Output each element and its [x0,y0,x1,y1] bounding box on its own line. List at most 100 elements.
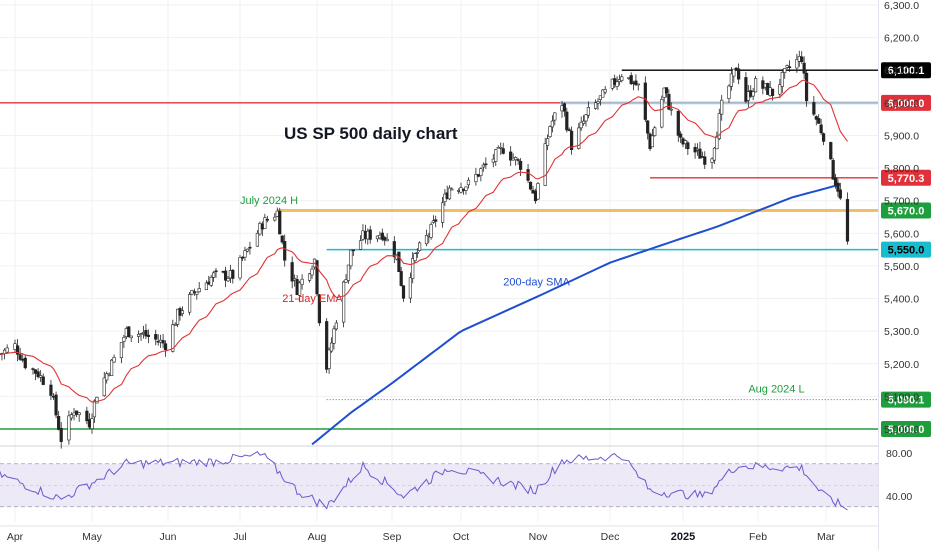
candle-body [87,419,92,428]
candle-body [243,250,247,258]
candle-body [780,72,784,87]
candle-body [514,156,518,161]
time-tick-label: Jun [160,531,177,543]
candle-body [95,396,99,404]
rsi-tick-label: 80.00 [886,448,912,460]
candle-body [92,400,97,418]
candle-body [710,158,714,163]
candle-body [778,84,782,95]
candle-body [528,181,533,190]
candle-body [434,219,438,222]
candle-body [248,246,252,249]
candle-body [829,142,833,160]
candle-body [679,133,683,138]
sma-200-path [311,183,841,446]
candle-body [231,269,235,279]
candlesticks [0,50,850,449]
candle-body [273,216,277,221]
candle-body [804,72,809,102]
candle-body [845,199,850,242]
candle-body [519,160,523,170]
candle-body [753,78,758,93]
candle-body [727,85,731,99]
candle-body [795,59,799,69]
candle-body [664,87,669,94]
level-badge [881,421,931,437]
price-tick-label: 5,200.0 [884,359,919,371]
candle-body [417,242,422,251]
annotation-label: 200-day SMA [503,276,570,288]
candle-body [836,182,840,192]
candle-body [67,415,71,441]
candle-body [683,140,688,144]
candle-body [329,342,334,352]
candle-body [729,73,733,87]
time-tick-label: Aug [308,531,327,543]
candle-body [173,324,177,326]
candle-body [603,89,607,93]
candle-body [620,76,624,81]
candle-body [33,369,38,374]
candle-body [447,187,452,200]
sma-200-line [311,183,841,446]
price-tick-label: 5,900.0 [884,130,919,142]
candle-body [634,80,638,86]
candle-body [415,252,419,254]
level-badge-label: 5,670.0 [888,205,925,217]
candle-body [300,278,304,285]
candle-body [358,240,363,250]
candle-body [411,258,415,279]
rsi-panel [0,451,878,511]
candle-body [163,343,168,351]
candle-body [812,102,816,115]
level-badge-label: 6,000.0 [888,98,925,110]
candle-body [751,91,755,97]
level-badge [881,202,931,219]
candle-body [325,321,329,370]
candle-body [501,148,505,154]
candle-body [429,224,433,238]
candle-body [21,358,25,361]
price-tick-label: 6,200.0 [884,33,919,45]
candle-body [629,75,633,85]
candle-body [310,268,314,276]
annotations: July 2024 H 21-day EMA 200-day SMA Aug 2024… [240,195,805,396]
candle-body [129,335,133,339]
ema-21-path [0,79,848,403]
time-tick-label: May [82,531,103,543]
time-tick-label: Jul [233,531,246,543]
candle-body [51,395,56,398]
candle-body [819,124,823,134]
candle-body [39,375,43,378]
candle-body [440,202,445,223]
candle-body [712,147,717,161]
candle-body [499,146,503,149]
candle-body [821,133,826,142]
candle-body [833,177,838,186]
candle-body [466,179,471,186]
rsi-tick-label: 40.00 [886,491,912,503]
ema-21-line [0,79,848,403]
candle-body [593,102,598,109]
candle-body [567,129,571,131]
candle-body [838,189,842,199]
candle-body [49,384,53,396]
candle-body [195,291,199,295]
candle-body [154,334,158,340]
candle-body [831,160,835,180]
candle-body [653,127,657,136]
candle-body [136,333,141,337]
candle-body [307,273,312,281]
horizontal-levels: 6,100.1 6,000.0 5,770.3 5,670.0 5,550.0 5,090… [0,62,931,437]
price-tick-label: 5,100.0 [884,391,919,403]
candle-body [69,414,74,419]
candle-body [351,249,355,252]
candle-body [226,278,230,282]
price-tick-label: 5,600.0 [884,228,919,240]
annotation-label: 21-day EMA [282,293,343,305]
candle-body [23,357,27,369]
candle-body [479,168,483,176]
candle-body [90,418,94,430]
candle-body [598,95,602,100]
